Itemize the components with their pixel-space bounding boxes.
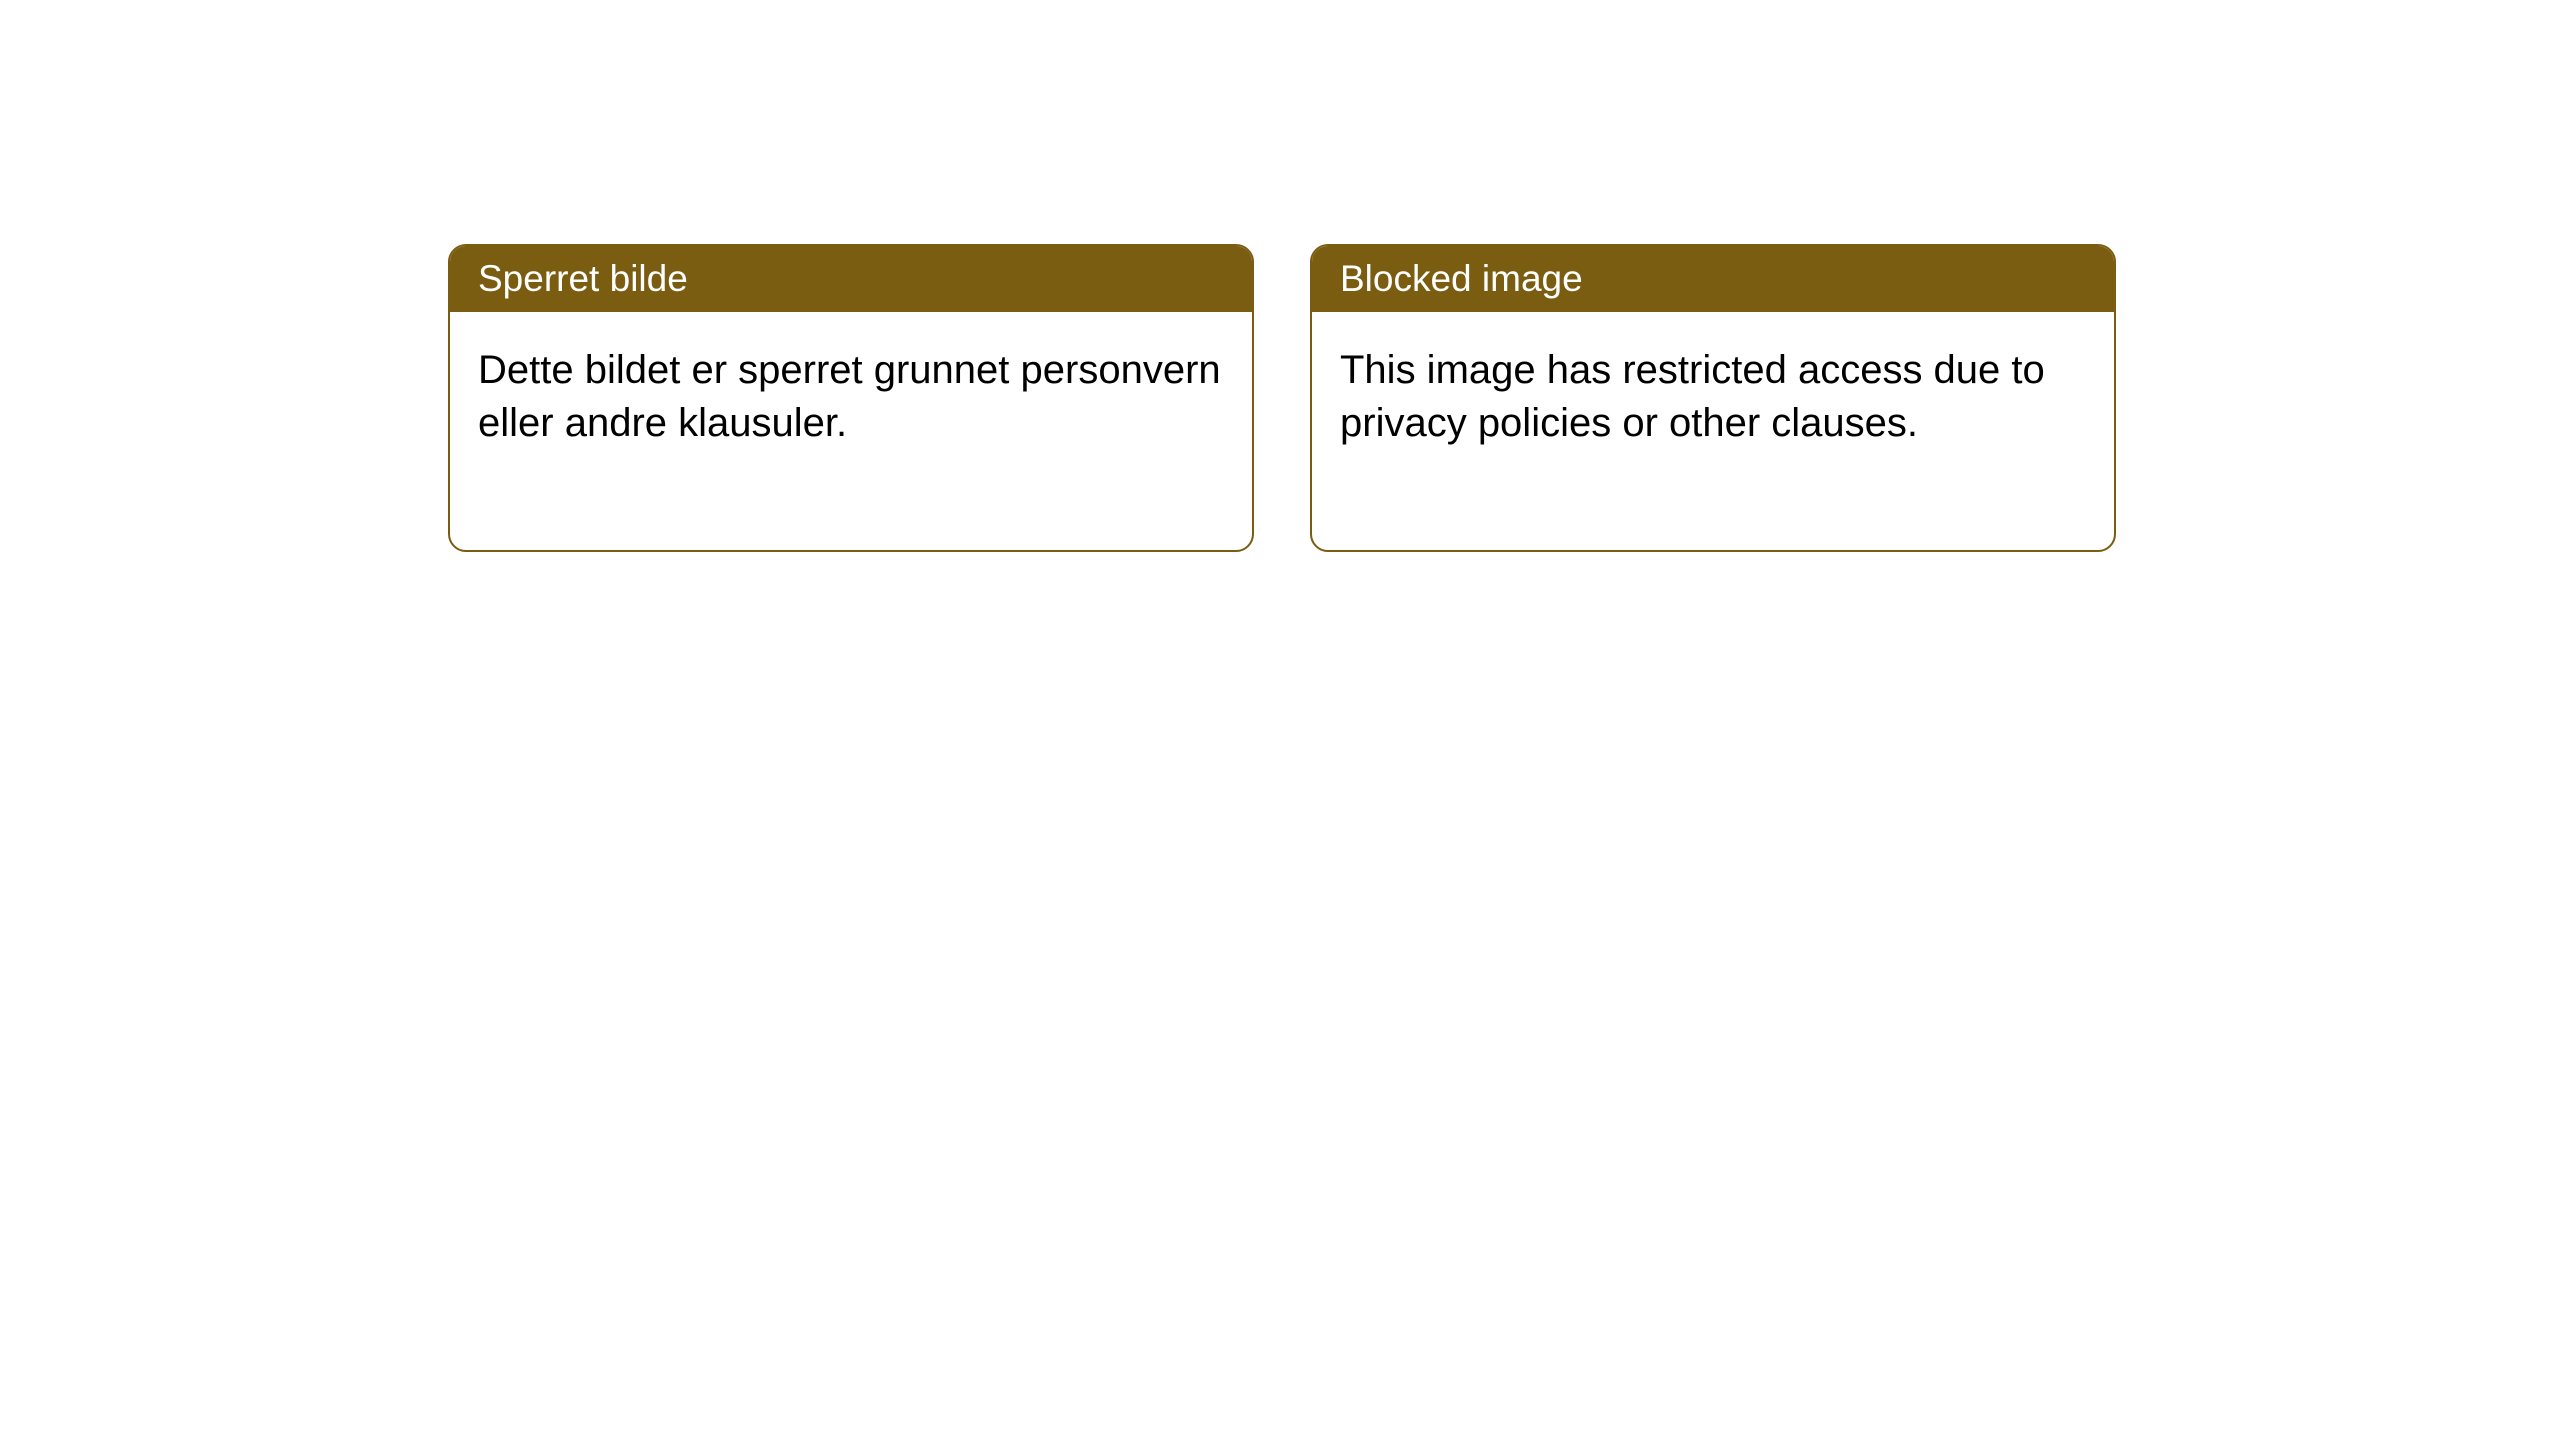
notice-title: Blocked image	[1340, 258, 1583, 299]
notice-card-english: Blocked image This image has restricted …	[1310, 244, 2116, 552]
notice-body-text: Dette bildet er sperret grunnet personve…	[478, 348, 1221, 445]
notice-body: This image has restricted access due to …	[1312, 312, 2114, 550]
notice-card-norwegian: Sperret bilde Dette bildet er sperret gr…	[448, 244, 1254, 552]
notice-header: Blocked image	[1312, 246, 2114, 312]
notice-container: Sperret bilde Dette bildet er sperret gr…	[448, 244, 2116, 552]
notice-header: Sperret bilde	[450, 246, 1252, 312]
notice-title: Sperret bilde	[478, 258, 688, 299]
notice-body: Dette bildet er sperret grunnet personve…	[450, 312, 1252, 550]
notice-body-text: This image has restricted access due to …	[1340, 348, 2045, 445]
